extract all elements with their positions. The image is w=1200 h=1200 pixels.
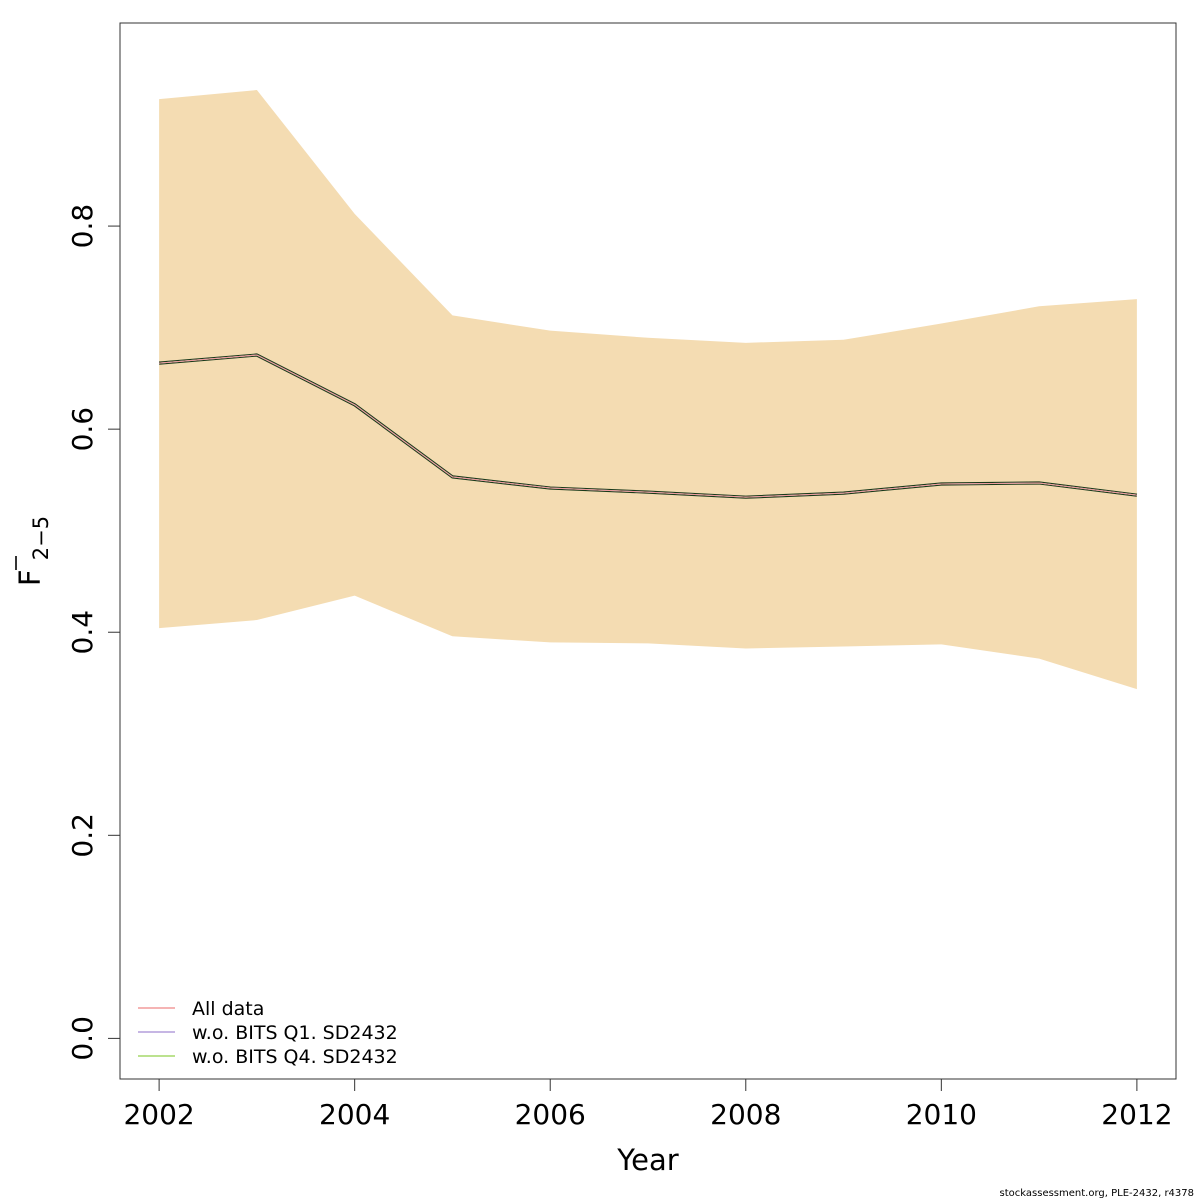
credit-text: stockassessment.org, PLE-2432, r4378 bbox=[1000, 1188, 1194, 1199]
y-axis-title-subscript: 2−5 bbox=[29, 516, 53, 560]
svg-text:F 2−5: F 2−5 bbox=[13, 516, 53, 586]
x-axis-title: Year bbox=[616, 1143, 678, 1177]
x-tick-label: 2008 bbox=[710, 1098, 781, 1131]
confidence-band bbox=[159, 90, 1137, 690]
y-axis-title: F 2−5 bbox=[13, 516, 53, 586]
legend-label: w.o. BITS Q4. SD2432 bbox=[192, 1046, 398, 1068]
y-tick-label: 0.0 bbox=[66, 1016, 99, 1061]
series-line-2 bbox=[159, 354, 1137, 498]
y-tick-label: 0.2 bbox=[66, 813, 99, 858]
y-axis: 0.0 0.2 0.4 0.6 0.8 bbox=[66, 204, 121, 1061]
confidence-band-layer bbox=[159, 90, 1137, 690]
x-tick-label: 2004 bbox=[319, 1098, 390, 1131]
x-tick-label: 2010 bbox=[906, 1098, 977, 1131]
legend-label: w.o. BITS Q1. SD2432 bbox=[192, 1022, 398, 1044]
x-tick-label: 2012 bbox=[1101, 1098, 1172, 1131]
series-layer bbox=[158, 353, 1138, 499]
y-tick-label: 0.6 bbox=[66, 407, 99, 452]
x-tick-label: 2006 bbox=[515, 1098, 586, 1131]
y-tick-label: 0.8 bbox=[66, 204, 99, 249]
legend-label: All data bbox=[192, 998, 264, 1020]
x-tick-label: 2002 bbox=[123, 1098, 194, 1131]
y-axis-title-main: F bbox=[13, 569, 47, 586]
x-axis: 2002 2004 2006 2008 2010 2012 bbox=[123, 1078, 1173, 1131]
y-tick-label: 0.4 bbox=[66, 610, 99, 655]
